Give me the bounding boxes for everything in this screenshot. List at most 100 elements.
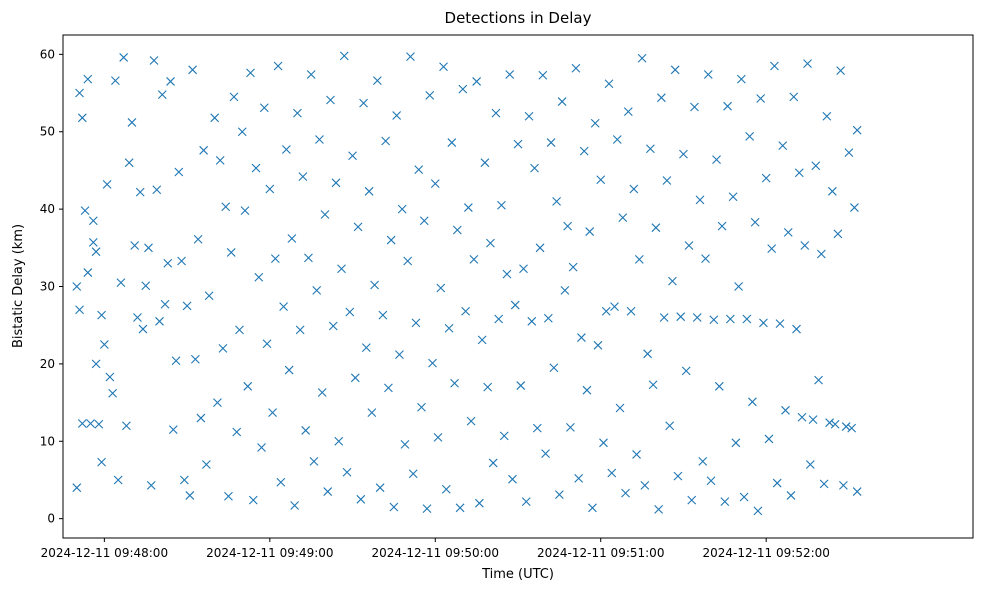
data-point	[775, 319, 785, 329]
data-point	[273, 61, 283, 71]
data-point	[629, 184, 639, 194]
data-point	[637, 53, 647, 63]
x-axis: 2024-12-11 09:48:00 2024-12-11 09:49:00 20…	[41, 538, 830, 560]
y-tick-label: 30	[40, 280, 55, 294]
data-point	[116, 278, 126, 288]
data-point	[262, 339, 272, 349]
data-point	[477, 335, 487, 345]
data-point	[532, 423, 542, 433]
data-point	[599, 438, 608, 448]
data-point	[472, 77, 482, 86]
data-point	[395, 350, 404, 359]
data-point	[430, 179, 440, 188]
data-point	[499, 431, 509, 441]
data-point	[157, 90, 167, 99]
data-point	[488, 458, 498, 468]
y-tick-label: 20	[40, 357, 55, 371]
data-point	[778, 141, 788, 151]
data-point	[246, 68, 255, 78]
data-point	[706, 476, 716, 486]
data-point	[152, 185, 162, 195]
data-point	[665, 421, 675, 431]
data-point	[193, 234, 203, 244]
data-point	[375, 483, 385, 493]
data-point	[317, 388, 327, 397]
data-point	[447, 138, 457, 147]
data-point	[149, 56, 159, 65]
y-axis-label: Bistatic Delay (km)	[11, 224, 26, 348]
data-point	[105, 372, 115, 382]
data-point	[654, 504, 664, 514]
data-point	[673, 471, 683, 481]
data-point	[270, 254, 280, 264]
data-point	[662, 176, 672, 185]
data-point	[748, 397, 757, 407]
data-point	[634, 255, 644, 264]
data-point	[281, 145, 291, 154]
data-point	[353, 222, 363, 232]
data-point	[670, 65, 680, 75]
data-point	[417, 402, 426, 412]
data-point	[348, 151, 357, 161]
data-point	[295, 325, 305, 335]
data-point	[728, 192, 738, 202]
x-tick-label: 2024-12-11 09:51:00	[537, 546, 664, 560]
data-point	[502, 269, 512, 279]
data-point	[469, 255, 479, 264]
data-point	[174, 167, 184, 177]
data-point	[800, 241, 810, 250]
data-point	[127, 118, 137, 127]
data-point	[86, 419, 95, 428]
data-point	[659, 313, 669, 322]
data-point	[378, 310, 388, 320]
data-point	[99, 340, 109, 349]
chart-title: Detections in Delay	[445, 9, 592, 27]
data-point	[684, 241, 694, 250]
data-point	[734, 282, 743, 291]
data-point	[326, 95, 335, 105]
data-point	[767, 244, 777, 253]
data-point	[403, 256, 413, 266]
data-point	[359, 98, 368, 108]
data-point	[334, 436, 344, 446]
data-point	[513, 139, 523, 149]
data-point	[709, 315, 719, 325]
data-point	[392, 111, 402, 120]
data-point	[847, 423, 857, 433]
data-point	[381, 136, 391, 146]
data-point	[411, 318, 421, 328]
data-point	[320, 210, 330, 219]
data-point	[88, 216, 98, 226]
data-point	[530, 163, 539, 173]
data-point	[370, 280, 379, 290]
y-tick-label: 40	[40, 202, 55, 216]
data-points	[72, 51, 862, 516]
data-point	[761, 173, 771, 183]
data-point	[648, 380, 658, 390]
data-point	[519, 264, 528, 274]
data-point	[546, 138, 556, 147]
y-axis: 0 10 20 30 40 50 60	[40, 47, 63, 526]
data-point	[80, 206, 90, 216]
data-point	[213, 398, 222, 407]
data-point	[582, 385, 592, 395]
data-point	[668, 276, 677, 286]
data-point	[736, 74, 746, 84]
data-point	[414, 165, 424, 175]
data-point	[72, 483, 82, 493]
data-point	[814, 375, 823, 385]
data-point	[830, 419, 840, 429]
data-point	[640, 480, 650, 490]
data-point	[386, 235, 396, 245]
data-point	[844, 148, 854, 158]
data-point	[566, 422, 575, 432]
data-point	[772, 478, 782, 488]
data-point	[764, 434, 774, 444]
data-point	[356, 494, 366, 504]
data-point	[601, 306, 611, 316]
data-point	[276, 477, 286, 487]
data-point	[588, 503, 597, 513]
x-tick-label: 2024-12-11 09:49:00	[206, 546, 333, 560]
data-point	[301, 426, 311, 435]
data-point	[221, 202, 231, 212]
